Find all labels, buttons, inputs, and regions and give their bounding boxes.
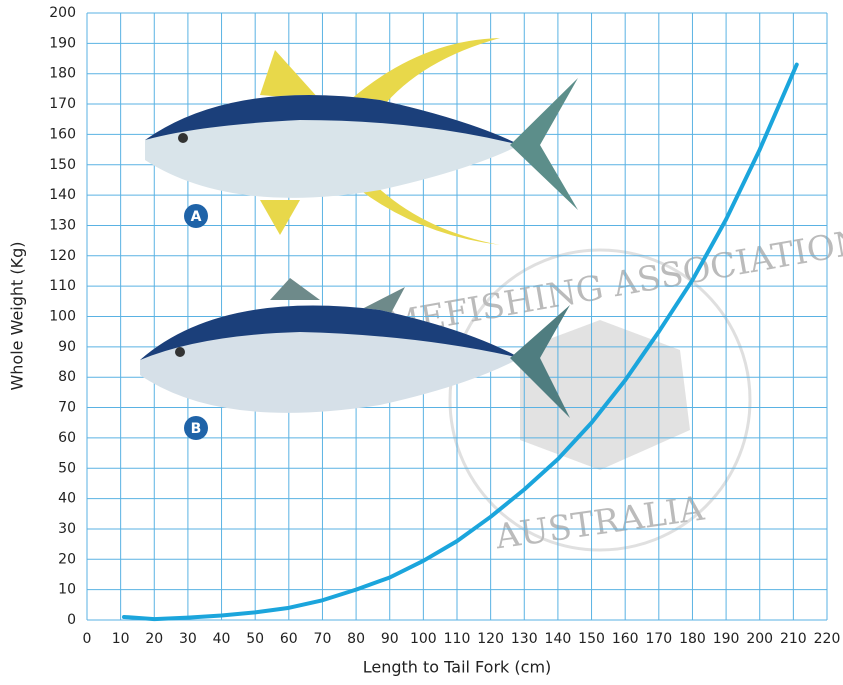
x-tick-label: 140 — [545, 631, 572, 647]
y-tick-label: 120 — [49, 248, 76, 264]
eye — [175, 347, 185, 357]
eye — [178, 133, 188, 143]
y-tick-label: 80 — [58, 369, 76, 385]
back — [140, 305, 520, 360]
y-tick-label: 70 — [58, 400, 76, 416]
x-tick-label: 110 — [444, 631, 471, 647]
x-tick-label: 190 — [713, 631, 740, 647]
y-tick-label: 100 — [49, 309, 76, 325]
x-tick-label: 180 — [679, 631, 706, 647]
x-tick-label: 200 — [746, 631, 773, 647]
marker — [184, 204, 208, 228]
y-tick-label: 140 — [49, 187, 76, 203]
y-tick-label: 130 — [49, 217, 76, 233]
x-tick-label: 160 — [612, 631, 639, 647]
x-tick-label: 90 — [381, 631, 399, 647]
fish-b — [140, 278, 570, 418]
x-tick-label: 120 — [477, 631, 504, 647]
x-tick-label: 220 — [814, 631, 841, 647]
watermark-map — [520, 320, 690, 470]
x-tick-label: 170 — [645, 631, 672, 647]
x-tick-label: 60 — [280, 631, 298, 647]
x-tick-label: 30 — [179, 631, 197, 647]
x-tick-label: 50 — [246, 631, 264, 647]
x-tick-label: 80 — [347, 631, 365, 647]
y-tick-label: 50 — [58, 460, 76, 476]
tail — [510, 305, 570, 418]
y-tick-label: 200 — [49, 5, 76, 21]
x-tick-label: 10 — [112, 631, 130, 647]
fin — [270, 278, 320, 300]
y-tick-label: 20 — [58, 551, 76, 567]
back — [145, 95, 520, 145]
fin — [350, 38, 500, 110]
x-tick-label: 20 — [145, 631, 163, 647]
y-tick-label: 90 — [58, 339, 76, 355]
y-tick-label: 110 — [49, 278, 76, 294]
y-tick-label: 0 — [67, 612, 76, 628]
y-tick-label: 150 — [49, 157, 76, 173]
y-tick-label: 160 — [49, 126, 76, 142]
data-line — [122, 62, 799, 622]
watermark-ring — [448, 248, 752, 552]
x-tick-label: 150 — [578, 631, 605, 647]
annotation: B — [191, 421, 202, 437]
fin — [360, 287, 405, 315]
y-axis-label: Whole Weight (Kg) — [8, 241, 27, 390]
annotation: A — [191, 209, 202, 225]
fin — [260, 200, 300, 235]
y-tick-label: 30 — [58, 521, 76, 537]
y-tick-label: 40 — [58, 491, 76, 507]
x-tick-label: 130 — [511, 631, 538, 647]
x-tick-label: 40 — [213, 631, 231, 647]
y-tick-label: 60 — [58, 430, 76, 446]
grid — [86, 12, 828, 621]
marker — [184, 416, 208, 440]
watermark — [448, 248, 752, 552]
x-tick-label: 100 — [410, 631, 437, 647]
x-tick-label: 0 — [83, 631, 92, 647]
x-tick-label: 210 — [780, 631, 807, 647]
fish-a — [145, 38, 578, 245]
x-tick-label: 70 — [314, 631, 332, 647]
y-tick-label: 190 — [49, 35, 76, 51]
y-tick-label: 10 — [58, 582, 76, 598]
y-tick-label: 170 — [49, 96, 76, 112]
y-tick-label: 180 — [49, 66, 76, 82]
fin — [260, 50, 320, 100]
x-axis-label: Length to Tail Fork (cm) — [363, 658, 552, 677]
tail — [510, 78, 578, 210]
